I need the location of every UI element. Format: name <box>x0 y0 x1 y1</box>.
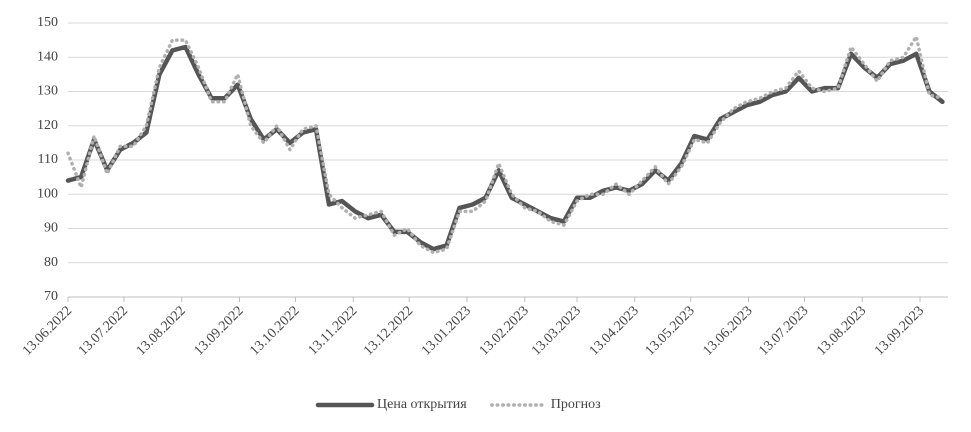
x-tick-label: 13.06.2023 <box>700 303 755 358</box>
y-tick-label: 80 <box>44 255 58 270</box>
x-tick-label: 13.05.2023 <box>643 303 698 358</box>
x-tick-label: 13.01.2023 <box>419 303 474 358</box>
y-tick-label: 130 <box>37 84 58 99</box>
x-tick-label: 13.07.2023 <box>756 303 811 358</box>
legend-label: Прогноз <box>551 397 601 412</box>
y-tick-label: 120 <box>37 118 58 133</box>
y-tick-label: 110 <box>38 152 58 167</box>
x-tick-label: 13.03.2023 <box>529 303 584 358</box>
x-tick-label: 13.07.2022 <box>76 303 131 358</box>
x-tick-label: 13.08.2022 <box>134 303 189 358</box>
y-tick-label: 90 <box>44 221 58 236</box>
series-line <box>66 34 945 255</box>
x-tick-label: 13.06.2022 <box>20 303 75 358</box>
y-tick-label: 70 <box>44 289 58 304</box>
x-tick-label: 13.02.2023 <box>477 303 532 358</box>
y-tick-label: 150 <box>37 15 58 30</box>
y-tick-label: 100 <box>37 186 58 201</box>
series-line <box>65 44 945 252</box>
x-tick-label: 13.04.2023 <box>587 303 642 358</box>
x-tick-label: 13.12.2022 <box>361 303 416 358</box>
y-tick-label: 140 <box>37 49 58 64</box>
x-tick-label: 13.11.2022 <box>306 303 361 358</box>
x-tick-label: 13.08.2023 <box>814 303 869 358</box>
legend-label: Цена открытия <box>377 397 467 412</box>
x-tick-label: 13.09.2022 <box>191 303 246 358</box>
x-tick-label: 13.10.2022 <box>247 303 302 358</box>
x-tick-label: 13.09.2023 <box>872 303 927 358</box>
